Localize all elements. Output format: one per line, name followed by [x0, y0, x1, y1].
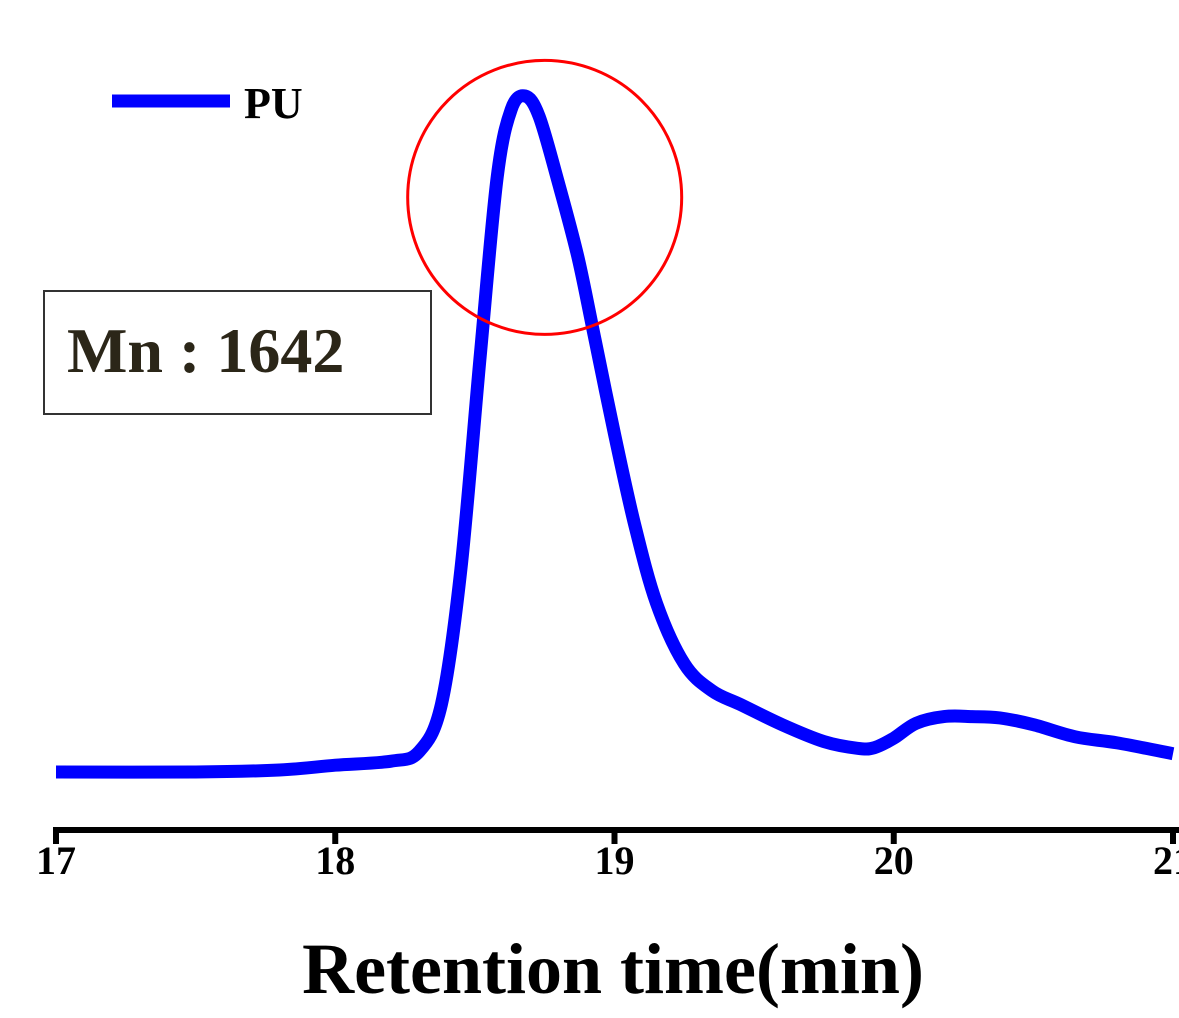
x-tick-label-18: 18 — [315, 838, 355, 883]
legend: PU — [112, 79, 303, 128]
x-tick-label-17: 17 — [36, 838, 76, 883]
x-axis: 17 18 19 20 21 — [36, 827, 1179, 883]
mn-annotation-box — [43, 290, 432, 415]
annotations: Mn : 1642 — [43, 58, 684, 415]
legend-label-pu: PU — [244, 79, 303, 128]
x-tick-label-19: 19 — [595, 838, 635, 883]
x-tick-label-21: 21 — [1153, 838, 1179, 883]
mn-annotation-text: Mn : 1642 — [67, 315, 344, 386]
x-axis-title: Retention time(min) — [302, 929, 924, 1009]
peak-highlight-circle — [406, 58, 684, 336]
plot-area — [55, 89, 1175, 779]
x-tick-label-20: 20 — [874, 838, 914, 883]
series-line-pu — [55, 89, 1175, 779]
